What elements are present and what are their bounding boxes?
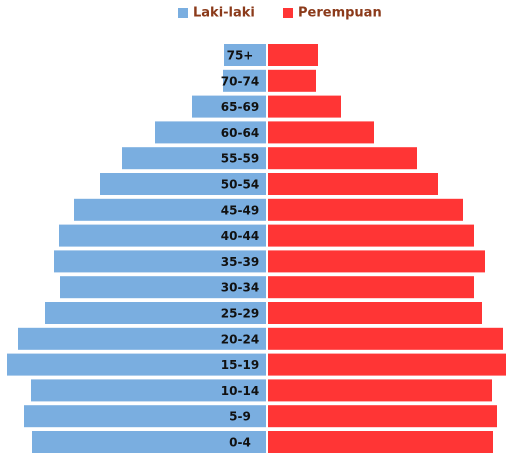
bar xyxy=(60,276,266,299)
category-label: 5-9 xyxy=(229,410,251,424)
category-label: 75+ xyxy=(227,49,254,63)
legend-label: Laki-laki xyxy=(193,6,255,21)
category-label: 20-24 xyxy=(221,332,259,346)
bar xyxy=(268,121,374,144)
category-label: 50-54 xyxy=(221,178,259,192)
bar xyxy=(45,302,266,324)
bar xyxy=(268,69,316,92)
category-label: 65-69 xyxy=(221,100,259,114)
legend-swatch xyxy=(178,8,188,18)
bar xyxy=(74,198,266,221)
bar xyxy=(268,147,417,170)
bar xyxy=(32,431,266,453)
bar xyxy=(18,327,266,350)
bar xyxy=(122,147,266,170)
category-label: 40-44 xyxy=(221,229,259,243)
category-label: 70-74 xyxy=(221,74,259,88)
bar xyxy=(31,379,266,402)
category-label: 15-19 xyxy=(221,358,259,372)
bar xyxy=(268,431,493,453)
bar xyxy=(268,44,318,66)
category-label: 45-49 xyxy=(221,203,259,217)
bar xyxy=(223,69,266,92)
category-label: 60-64 xyxy=(221,126,259,140)
bar xyxy=(268,95,341,118)
category-label: 0-4 xyxy=(229,436,251,450)
category-label: 30-34 xyxy=(221,281,259,295)
bar xyxy=(100,173,266,195)
category-label: 25-29 xyxy=(221,307,259,321)
bar xyxy=(268,327,503,350)
bar xyxy=(155,121,266,144)
bar xyxy=(24,405,266,428)
bar xyxy=(268,173,438,195)
bar xyxy=(7,353,266,376)
bar xyxy=(268,198,463,221)
legend-swatch xyxy=(283,8,293,18)
bar xyxy=(268,276,474,299)
bar xyxy=(224,44,266,66)
category-label: 55-59 xyxy=(221,152,259,166)
bar xyxy=(192,95,266,118)
bar xyxy=(268,353,506,376)
bar xyxy=(54,250,266,273)
bar xyxy=(59,224,266,247)
bar xyxy=(268,302,482,324)
category-label: 35-39 xyxy=(221,255,259,269)
bar xyxy=(268,405,497,428)
category-label: 10-14 xyxy=(221,384,259,398)
bar xyxy=(268,250,485,273)
bar xyxy=(268,379,492,402)
bar xyxy=(268,224,474,247)
legend-label: Perempuan xyxy=(298,6,382,21)
